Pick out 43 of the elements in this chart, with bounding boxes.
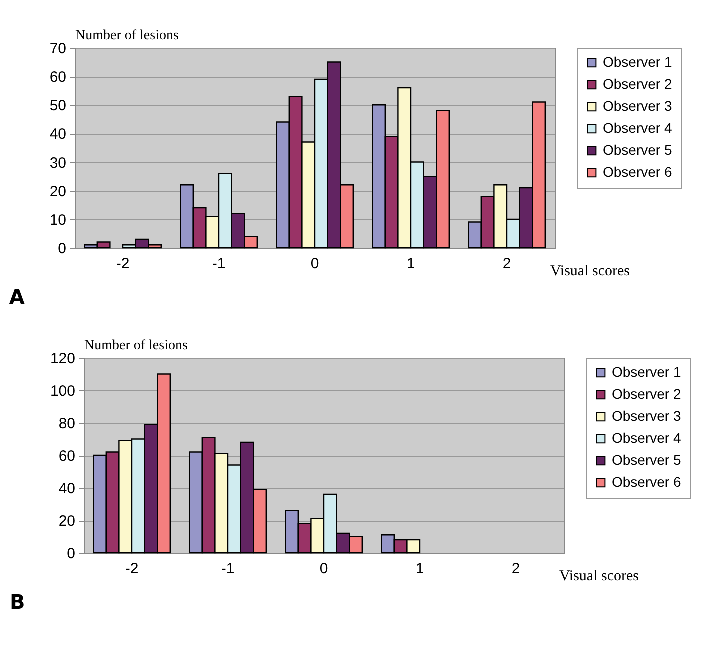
x-tick-label: -1 (221, 560, 235, 578)
y-tick-label: 100 (50, 383, 76, 400)
legend-label: Observer 2 (612, 386, 682, 402)
legend-label: Observer 6 (603, 164, 672, 180)
x-tick-label: -2 (125, 560, 139, 578)
x-tick-label: 1 (406, 256, 416, 272)
legend-label: Observer 3 (603, 98, 672, 114)
y-tick-label: 0 (67, 546, 76, 562)
y-tick-label: 70 (50, 40, 66, 58)
y-tick-label: 20 (58, 513, 76, 530)
y-axis-title: Number of lesions (76, 28, 179, 44)
text: A (9, 285, 26, 309)
legend-label: Observer 5 (603, 142, 672, 158)
y-tick-label: 120 (50, 350, 76, 368)
legend-label: Observer 2 (603, 76, 672, 92)
y-tick-label: 20 (50, 183, 66, 200)
y-axis-title: Number of lesions (84, 338, 188, 354)
x-tick-label: 1 (416, 560, 424, 578)
legend-label: Observer 1 (612, 364, 682, 380)
y-tick-label: 0 (58, 240, 66, 258)
x-tick-label: 2 (502, 256, 512, 272)
text: B (10, 590, 26, 614)
y-tick-label: 60 (50, 69, 66, 86)
legend-label: Observer 3 (612, 408, 682, 424)
legend-label: Observer 6 (612, 474, 682, 490)
x-axis-title: Visual scores (550, 264, 630, 280)
y-tick-label: 40 (50, 126, 66, 144)
x-tick-label: 2 (512, 560, 520, 578)
x-tick-label: 0 (320, 560, 328, 578)
x-tick-label: -1 (212, 256, 226, 272)
y-tick-label: 50 (50, 98, 66, 115)
x-tick-label: 0 (310, 256, 320, 272)
legend-label: Observer 5 (612, 452, 682, 468)
legend-label: Observer 4 (603, 120, 672, 136)
x-axis-title: Visual scores (560, 568, 640, 584)
legend-label: Observer 4 (612, 430, 682, 446)
y-tick-label: 80 (58, 416, 76, 432)
x-tick-label: -2 (116, 256, 130, 272)
y-tick-label: 10 (50, 212, 66, 229)
y-tick-label: 30 (50, 154, 66, 172)
legend-label: Observer 1 (603, 54, 672, 70)
y-tick-label: 60 (58, 448, 76, 465)
y-tick-label: 40 (58, 480, 76, 498)
